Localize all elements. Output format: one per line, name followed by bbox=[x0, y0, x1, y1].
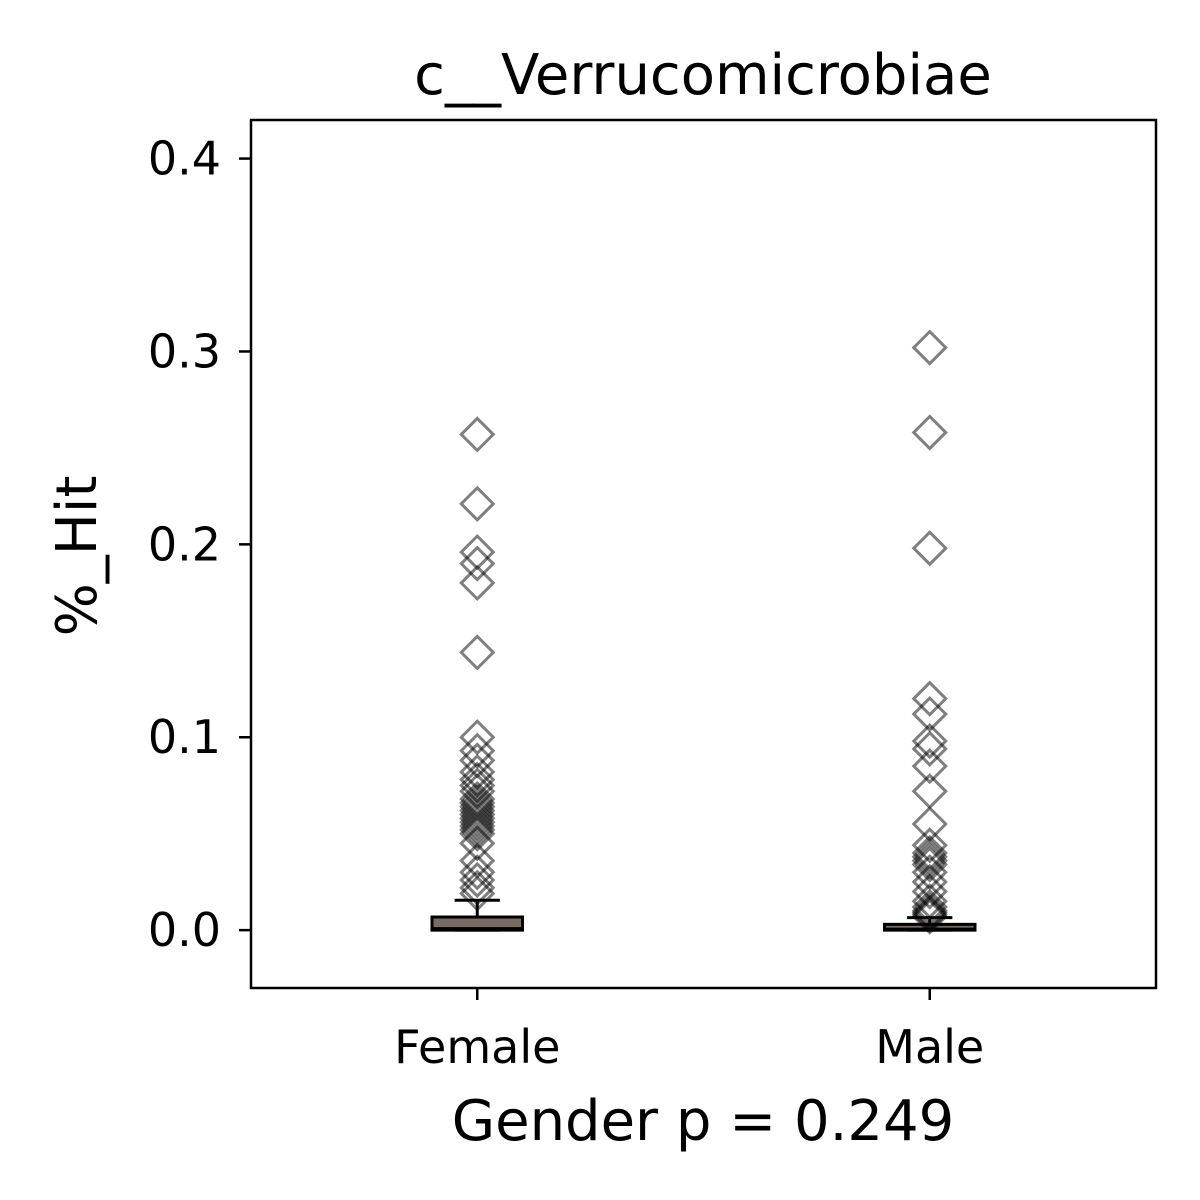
outlier-point bbox=[459, 825, 496, 862]
outlier-point bbox=[911, 838, 948, 875]
outlier-point bbox=[911, 873, 948, 910]
y-tick-label: 0.2 bbox=[148, 517, 221, 571]
y-tick-label: 0.0 bbox=[148, 903, 221, 957]
outlier-point bbox=[911, 827, 948, 864]
outlier-point bbox=[911, 414, 948, 451]
outlier-point bbox=[459, 861, 496, 899]
outlier-point bbox=[459, 416, 496, 453]
x-tick-label: Male bbox=[875, 1020, 984, 1074]
x-axis: Female Male bbox=[394, 988, 984, 1074]
chart-title: c__Verrucomicrobiae bbox=[414, 43, 992, 108]
y-axis: 0.0 0.1 0.2 0.3 0.4 bbox=[148, 132, 251, 957]
plot-frame bbox=[249, 118, 1158, 990]
outlier-point bbox=[911, 883, 948, 920]
x-tick-label: Female bbox=[394, 1020, 560, 1074]
outlier-point bbox=[911, 854, 948, 891]
y-tick-label: 0.1 bbox=[148, 710, 221, 764]
x-axis-label: Gender p = 0.249 bbox=[452, 1089, 955, 1154]
outlier-point bbox=[911, 530, 948, 567]
outlier-point bbox=[911, 695, 948, 733]
outlier-point bbox=[911, 329, 948, 366]
outlier-point bbox=[459, 869, 496, 906]
outlier-point bbox=[459, 545, 496, 582]
outlier-point bbox=[459, 719, 496, 756]
y-tick-label: 0.4 bbox=[148, 132, 221, 186]
y-axis-label: %_Hit bbox=[45, 476, 110, 637]
outlier-point bbox=[459, 875, 496, 912]
box-group-male bbox=[883, 329, 977, 935]
outlier-point bbox=[911, 680, 948, 717]
outlier-point bbox=[911, 846, 948, 883]
outlier-point bbox=[459, 485, 496, 522]
box-group-female bbox=[430, 416, 524, 932]
outlier-point bbox=[459, 564, 496, 602]
outlier-point bbox=[911, 748, 948, 785]
outlier-point bbox=[459, 732, 496, 769]
outlier-point bbox=[911, 722, 948, 760]
outlier-point bbox=[459, 807, 496, 845]
outlier-point bbox=[459, 788, 496, 825]
iqr-box bbox=[430, 915, 524, 932]
outlier-point bbox=[911, 898, 948, 935]
outlier-point bbox=[459, 800, 496, 837]
outlier-point bbox=[459, 803, 496, 841]
outlier-point bbox=[911, 730, 948, 767]
y-tick-label: 0.3 bbox=[148, 324, 221, 378]
outlier-point bbox=[459, 796, 496, 833]
outlier-point bbox=[459, 634, 496, 671]
outlier-point bbox=[911, 834, 948, 872]
outlier-point bbox=[459, 854, 496, 891]
outlier-point bbox=[459, 815, 496, 852]
outlier-point bbox=[911, 888, 948, 926]
plot-marks bbox=[430, 329, 977, 935]
